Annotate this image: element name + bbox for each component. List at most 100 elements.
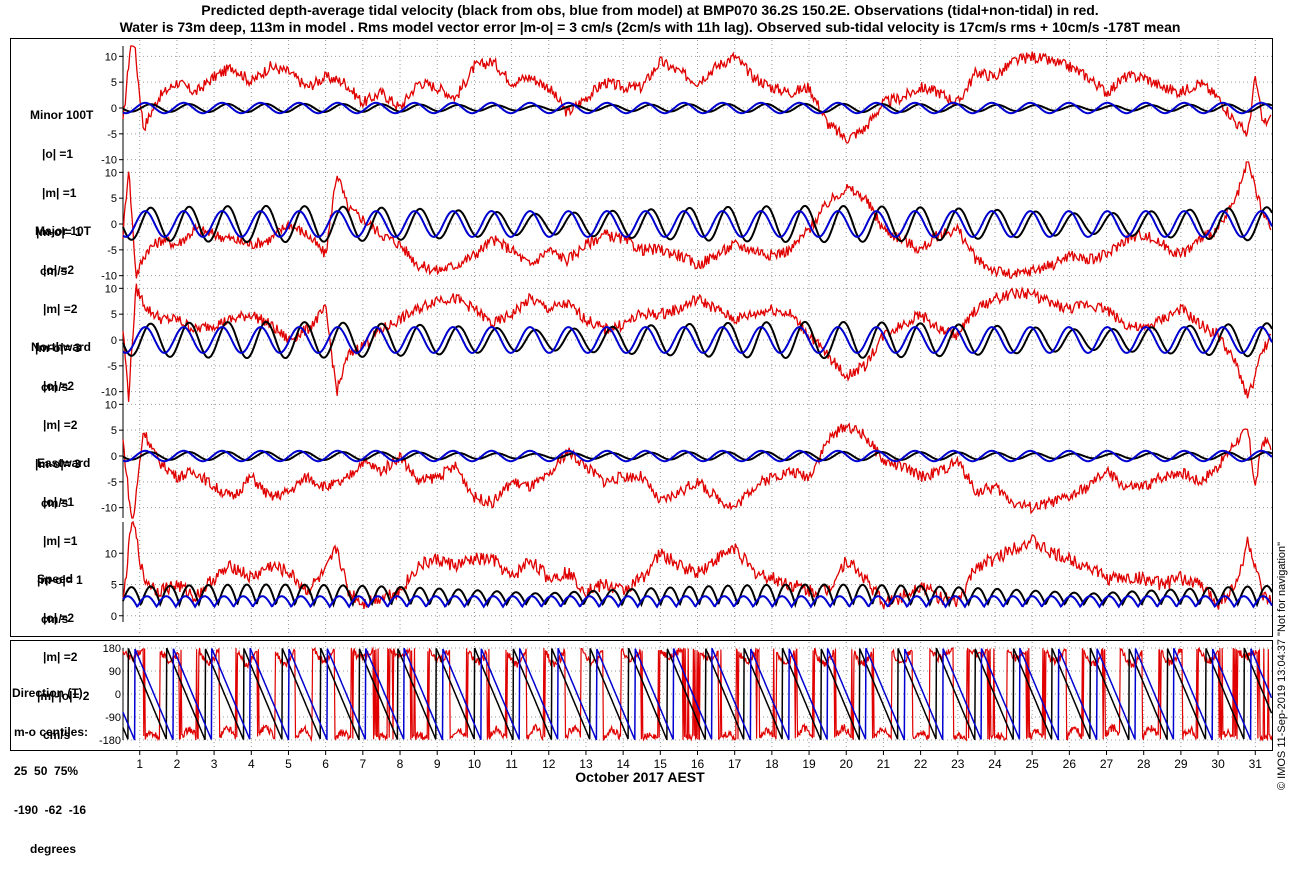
x-tick-label: 27 xyxy=(1100,757,1114,771)
x-tick-label: 31 xyxy=(1249,757,1263,771)
x-tick-label: 2 xyxy=(174,757,181,771)
panel-label-line: Minor 100T xyxy=(30,108,94,122)
x-tick-label: 13 xyxy=(579,757,593,771)
tidal-obs-series-line xyxy=(122,320,1273,360)
y-tick-label: 5 xyxy=(111,425,117,437)
x-tick-label: 7 xyxy=(359,757,366,771)
panel-label-line: |m| =2 xyxy=(43,650,78,664)
y-tick-label: 0 xyxy=(111,335,117,347)
observed-direction-line xyxy=(122,646,1273,743)
direction-tick-label: 90 xyxy=(109,666,121,678)
panel-label-line: |m-o|= 3 xyxy=(35,341,81,355)
y-tick-label: 10 xyxy=(105,283,117,295)
y-tick-label: -10 xyxy=(101,155,117,167)
panel-label-line: |m| =1 xyxy=(43,534,78,548)
x-tick-label: 21 xyxy=(877,757,891,771)
panel-label-line: |o| =1 xyxy=(42,147,74,161)
panel-label-line: |o| =2 xyxy=(43,263,75,277)
tidal-model-series-line xyxy=(122,449,1273,463)
x-tick-label: 22 xyxy=(914,757,928,771)
panel-label-line: |m-o|= 1 xyxy=(36,225,82,239)
x-tick-label: 19 xyxy=(802,757,816,771)
observed-series-line xyxy=(122,520,1272,610)
panel-label-north: Northward |o| =2 |m| =2 |m-o|= 3 cm/s xyxy=(31,315,91,523)
panel-label-line: |o| =2 xyxy=(43,611,75,625)
x-tick-label: 16 xyxy=(691,757,705,771)
x-tick-label: 6 xyxy=(322,757,329,771)
x-tick-label: 15 xyxy=(654,757,668,771)
direction-tick-label: -180 xyxy=(99,735,121,747)
direction-frame xyxy=(10,640,1273,751)
panel-label-line: |m| =1 xyxy=(42,186,77,200)
panel-label-line: m-o centiles: xyxy=(14,725,89,739)
y-tick-label: 0 xyxy=(111,451,117,463)
x-tick-label: 24 xyxy=(988,757,1002,771)
main-frame xyxy=(10,38,1273,637)
x-tick-label: 17 xyxy=(728,757,742,771)
y-tick-label: 5 xyxy=(111,193,117,205)
x-axis-label: October 2017 AEST xyxy=(575,769,705,785)
x-tick-label: 11 xyxy=(505,757,518,771)
x-tick-label: 30 xyxy=(1211,757,1225,771)
y-tick-label: 5 xyxy=(111,580,117,592)
x-tick-label: 12 xyxy=(542,757,556,771)
x-tick-label: 25 xyxy=(1025,757,1039,771)
panel-label-line: cm/s xyxy=(40,264,68,278)
y-tick-label: 10 xyxy=(105,399,117,411)
panel-label-line: Northward xyxy=(31,340,91,354)
y-tick-label: -10 xyxy=(101,271,117,283)
x-tick-label: 10 xyxy=(468,757,482,771)
panel-label-line: |m| =2 xyxy=(43,302,78,316)
y-tick-label: 0 xyxy=(111,611,117,623)
tidal-obs-series-line xyxy=(122,450,1273,462)
x-tick-label: 4 xyxy=(248,757,255,771)
tidal-model-direction-line xyxy=(122,647,1273,741)
panel-label-line: |m|-|o|= 2 xyxy=(37,689,90,703)
panel-label-line: -190 -62 -16 xyxy=(14,803,87,817)
direction-tick-label: 180 xyxy=(103,643,121,655)
observed-series-line xyxy=(122,45,1272,144)
panel-label-line: degrees xyxy=(30,842,77,856)
panel-label-east: Eastward |o| =1 |m| =1 |m-o|= 1 cm/s xyxy=(37,431,90,639)
panel-label-line: |o| =1 xyxy=(43,495,75,509)
panel-label-major: Major 10T |o| =2 |m| =2 |m-o|= 3 cm/s xyxy=(35,199,91,407)
panel-label-line: 25 50 75% xyxy=(14,764,79,778)
y-tick-label: -5 xyxy=(107,129,117,141)
x-tick-label: 9 xyxy=(434,757,441,771)
tidal-obs-direction-line xyxy=(122,647,1273,741)
panel-label-line: cm/s xyxy=(43,728,71,742)
y-tick-label: 5 xyxy=(111,77,117,89)
tidal-obs-series-line xyxy=(122,583,1273,609)
y-tick-label: 0 xyxy=(111,219,117,231)
panel-label-line: cm/s xyxy=(41,380,69,394)
tidal-obs-series-line xyxy=(122,102,1273,114)
y-tick-label: -5 xyxy=(107,245,117,257)
panel-label-line: |m| =2 xyxy=(43,418,78,432)
x-tick-label: 5 xyxy=(285,757,292,771)
y-tick-label: 5 xyxy=(111,309,117,321)
y-tick-label: -10 xyxy=(101,387,117,399)
panel-label-line: Speed xyxy=(37,572,74,586)
y-tick-label: 10 xyxy=(105,548,117,560)
tidal-model-series-line xyxy=(122,210,1273,238)
chart-title-line2: Water is 73m deep, 113m in model . Rms m… xyxy=(119,19,1181,35)
x-tick-label: 18 xyxy=(765,757,779,771)
panel-label-line: Direction (T) xyxy=(12,686,83,700)
y-tick-label: 10 xyxy=(105,167,117,179)
panel-label-line: |o| =2 xyxy=(43,379,75,393)
panel-label-line: |m-o|= 1 xyxy=(37,573,83,587)
x-tick-label: 8 xyxy=(397,757,404,771)
x-tick-label: 29 xyxy=(1174,757,1188,771)
observed-series-line xyxy=(122,422,1272,519)
x-tick-label: 28 xyxy=(1137,757,1151,771)
panel-label-minor: Minor 100T |o| =1 |m| =1 |m-o|= 1 cm/s xyxy=(30,83,93,291)
x-tick-label: 23 xyxy=(951,757,965,771)
tidal-velocity-chart: 1 2 3 4 5 6 7 8 9 10 11 12 13 14 15 16 17 18 19 20 21 22 23 24 2… xyxy=(10,38,1273,771)
panel-label-speed: Speed |o| =2 |m| =2 |m|-|o|= 2 cm/s xyxy=(37,547,89,755)
tidal-model-series-line xyxy=(122,101,1273,115)
y-tick-label: -5 xyxy=(107,477,117,489)
panel-label-line: Major 10T xyxy=(35,224,92,238)
y-tick-label: 10 xyxy=(105,51,117,63)
direction-tick-label: -90 xyxy=(105,712,121,724)
credit-text: © IMOS 11-Sep-2019 13:04:37 "Not for nav… xyxy=(1276,541,1288,790)
